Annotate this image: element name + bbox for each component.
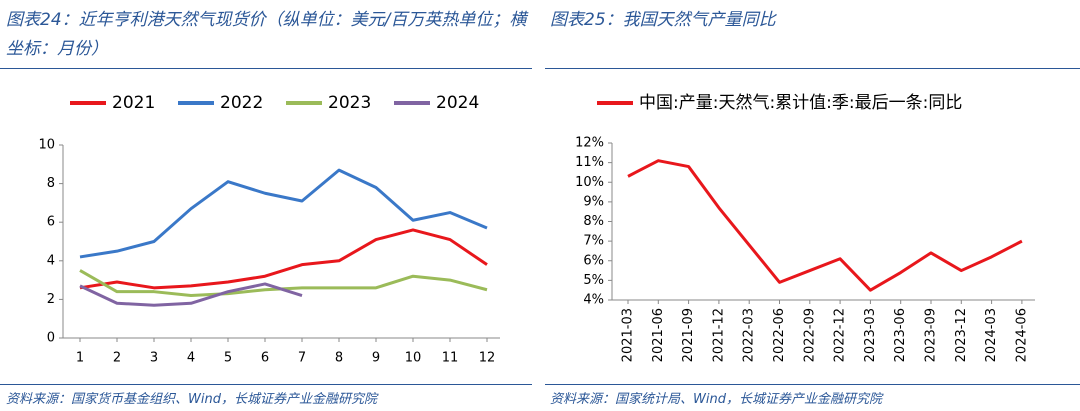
- x-tick-label: 2021-12: [711, 308, 726, 362]
- legend-label: 2022: [220, 93, 263, 113]
- x-tick-label: 6: [261, 351, 269, 366]
- series-line: [79, 228, 488, 290]
- y-tick-label: 2: [47, 292, 55, 307]
- x-tick-label: 2022-03: [742, 308, 757, 362]
- figure-title: 图表25：我国天然气产量同比: [550, 10, 776, 30]
- x-tick-label: 9: [372, 351, 380, 366]
- y-tick-label: 12%: [575, 136, 604, 151]
- x-tick-label: 2: [113, 351, 121, 366]
- rule: [0, 384, 532, 385]
- x-tick-label: 10: [405, 351, 422, 366]
- series-line: [79, 269, 488, 298]
- y-tick-label: 4%: [583, 293, 604, 308]
- series-line: [627, 159, 1023, 292]
- x-tick-label: 2024-06: [1014, 308, 1029, 362]
- legend-label: 2024: [436, 93, 479, 113]
- series-line: [79, 168, 488, 259]
- rule: [545, 68, 1080, 69]
- x-tick-label: 2022-12: [833, 308, 848, 362]
- y-tick-label: 10%: [575, 175, 604, 190]
- x-tick-label: 2023-06: [893, 308, 908, 362]
- x-tick-label: 2022-09: [802, 308, 817, 362]
- x-tick-label: 5: [224, 351, 232, 366]
- source: 资料来源：国家统计局、Wind，长城证券产业金融研究院: [550, 392, 882, 407]
- legend-label: 2021: [112, 93, 155, 113]
- x-tick-label: 11: [442, 351, 459, 366]
- y-tick-label: 6: [47, 215, 55, 230]
- y-tick-label: 10: [38, 138, 55, 153]
- x-tick-label: 2024-03: [984, 308, 999, 362]
- y-tick-label: 0: [47, 331, 55, 346]
- x-tick-label: 2023-09: [924, 308, 939, 362]
- y-tick-label: 8: [47, 176, 55, 191]
- y-tick-label: 7%: [583, 234, 604, 249]
- x-tick-label: 4: [187, 351, 195, 366]
- x-tick-label: 7: [298, 351, 306, 366]
- legend-label: 中国:产量:天然气:累计值:季:最后一条:同比: [639, 93, 962, 113]
- x-tick-label: 2021-03: [621, 308, 636, 362]
- rule: [0, 68, 532, 69]
- y-tick-label: 5%: [583, 273, 604, 288]
- y-tick-label: 4: [47, 253, 55, 268]
- x-tick-label: 2023-12: [954, 308, 969, 362]
- figure-title: 图表24：近年亨利港天然气现货价（纵单位：美元/百万英热单位；横坐标：月份）: [6, 10, 527, 59]
- legend-label: 2023: [328, 93, 371, 113]
- rule: [545, 384, 1080, 385]
- y-tick-label: 8%: [583, 214, 604, 229]
- x-tick-label: 2021-09: [681, 308, 696, 362]
- x-tick-label: 2022-06: [772, 308, 787, 362]
- x-tick-label: 12: [479, 351, 496, 366]
- y-tick-label: 11%: [575, 155, 604, 170]
- x-tick-label: 1: [76, 351, 84, 366]
- x-tick-label: 3: [150, 351, 158, 366]
- x-tick-label: 2023-03: [863, 308, 878, 362]
- series-line: [79, 282, 303, 307]
- y-tick-label: 9%: [583, 194, 604, 209]
- x-tick-label: 2021-06: [651, 308, 666, 362]
- source: 资料来源：国家货币基金组织、Wind，长城证券产业金融研究院: [6, 392, 377, 407]
- y-tick-label: 6%: [583, 253, 604, 268]
- x-tick-label: 8: [335, 351, 343, 366]
